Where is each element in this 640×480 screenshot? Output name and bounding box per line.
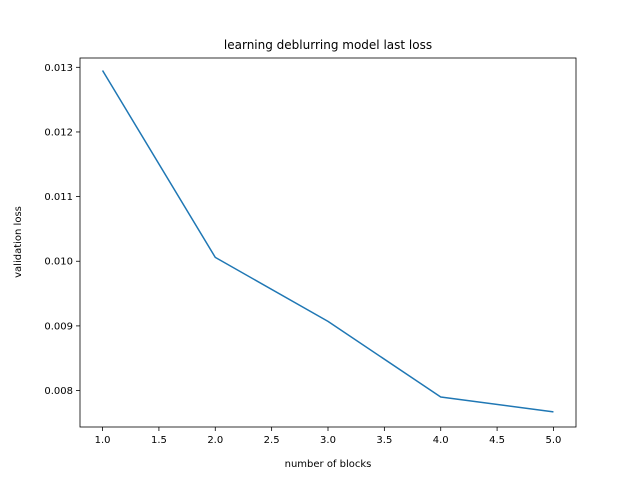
y-axis-ticks: 0.008 0.009 0.010 0.011 0.012 0.013 bbox=[44, 63, 80, 397]
x-tick-label: 2.0 bbox=[207, 435, 223, 446]
x-tick-label: 4.0 bbox=[433, 435, 449, 446]
x-axis-ticks: 1.0 1.5 2.0 2.5 3.0 3.5 4.0 4.5 5.0 bbox=[95, 427, 562, 446]
plot-area bbox=[80, 58, 576, 427]
y-tick-label: 0.011 bbox=[44, 192, 73, 203]
series-group bbox=[101, 70, 554, 413]
x-tick-label: 3.0 bbox=[320, 435, 336, 446]
x-tick-label: 4.5 bbox=[489, 435, 505, 446]
x-tick-label: 2.5 bbox=[264, 435, 280, 446]
x-axis-label: number of blocks bbox=[285, 459, 372, 470]
x-tick-label: 1.0 bbox=[95, 435, 111, 446]
y-tick-label: 0.010 bbox=[44, 257, 73, 268]
y-axis-label: validation loss bbox=[13, 206, 24, 278]
chart-title: learning deblurring model last loss bbox=[224, 38, 432, 52]
x-tick-label: 5.0 bbox=[546, 435, 562, 446]
x-tick-label: 1.5 bbox=[151, 435, 167, 446]
y-tick-label: 0.013 bbox=[44, 63, 73, 74]
y-tick-label: 0.008 bbox=[44, 386, 73, 397]
series-line bbox=[101, 70, 554, 413]
plot-frame bbox=[79, 57, 577, 428]
x-tick-label: 3.5 bbox=[376, 435, 392, 446]
y-tick-label: 0.009 bbox=[44, 321, 73, 332]
y-tick-label: 0.012 bbox=[44, 127, 73, 138]
